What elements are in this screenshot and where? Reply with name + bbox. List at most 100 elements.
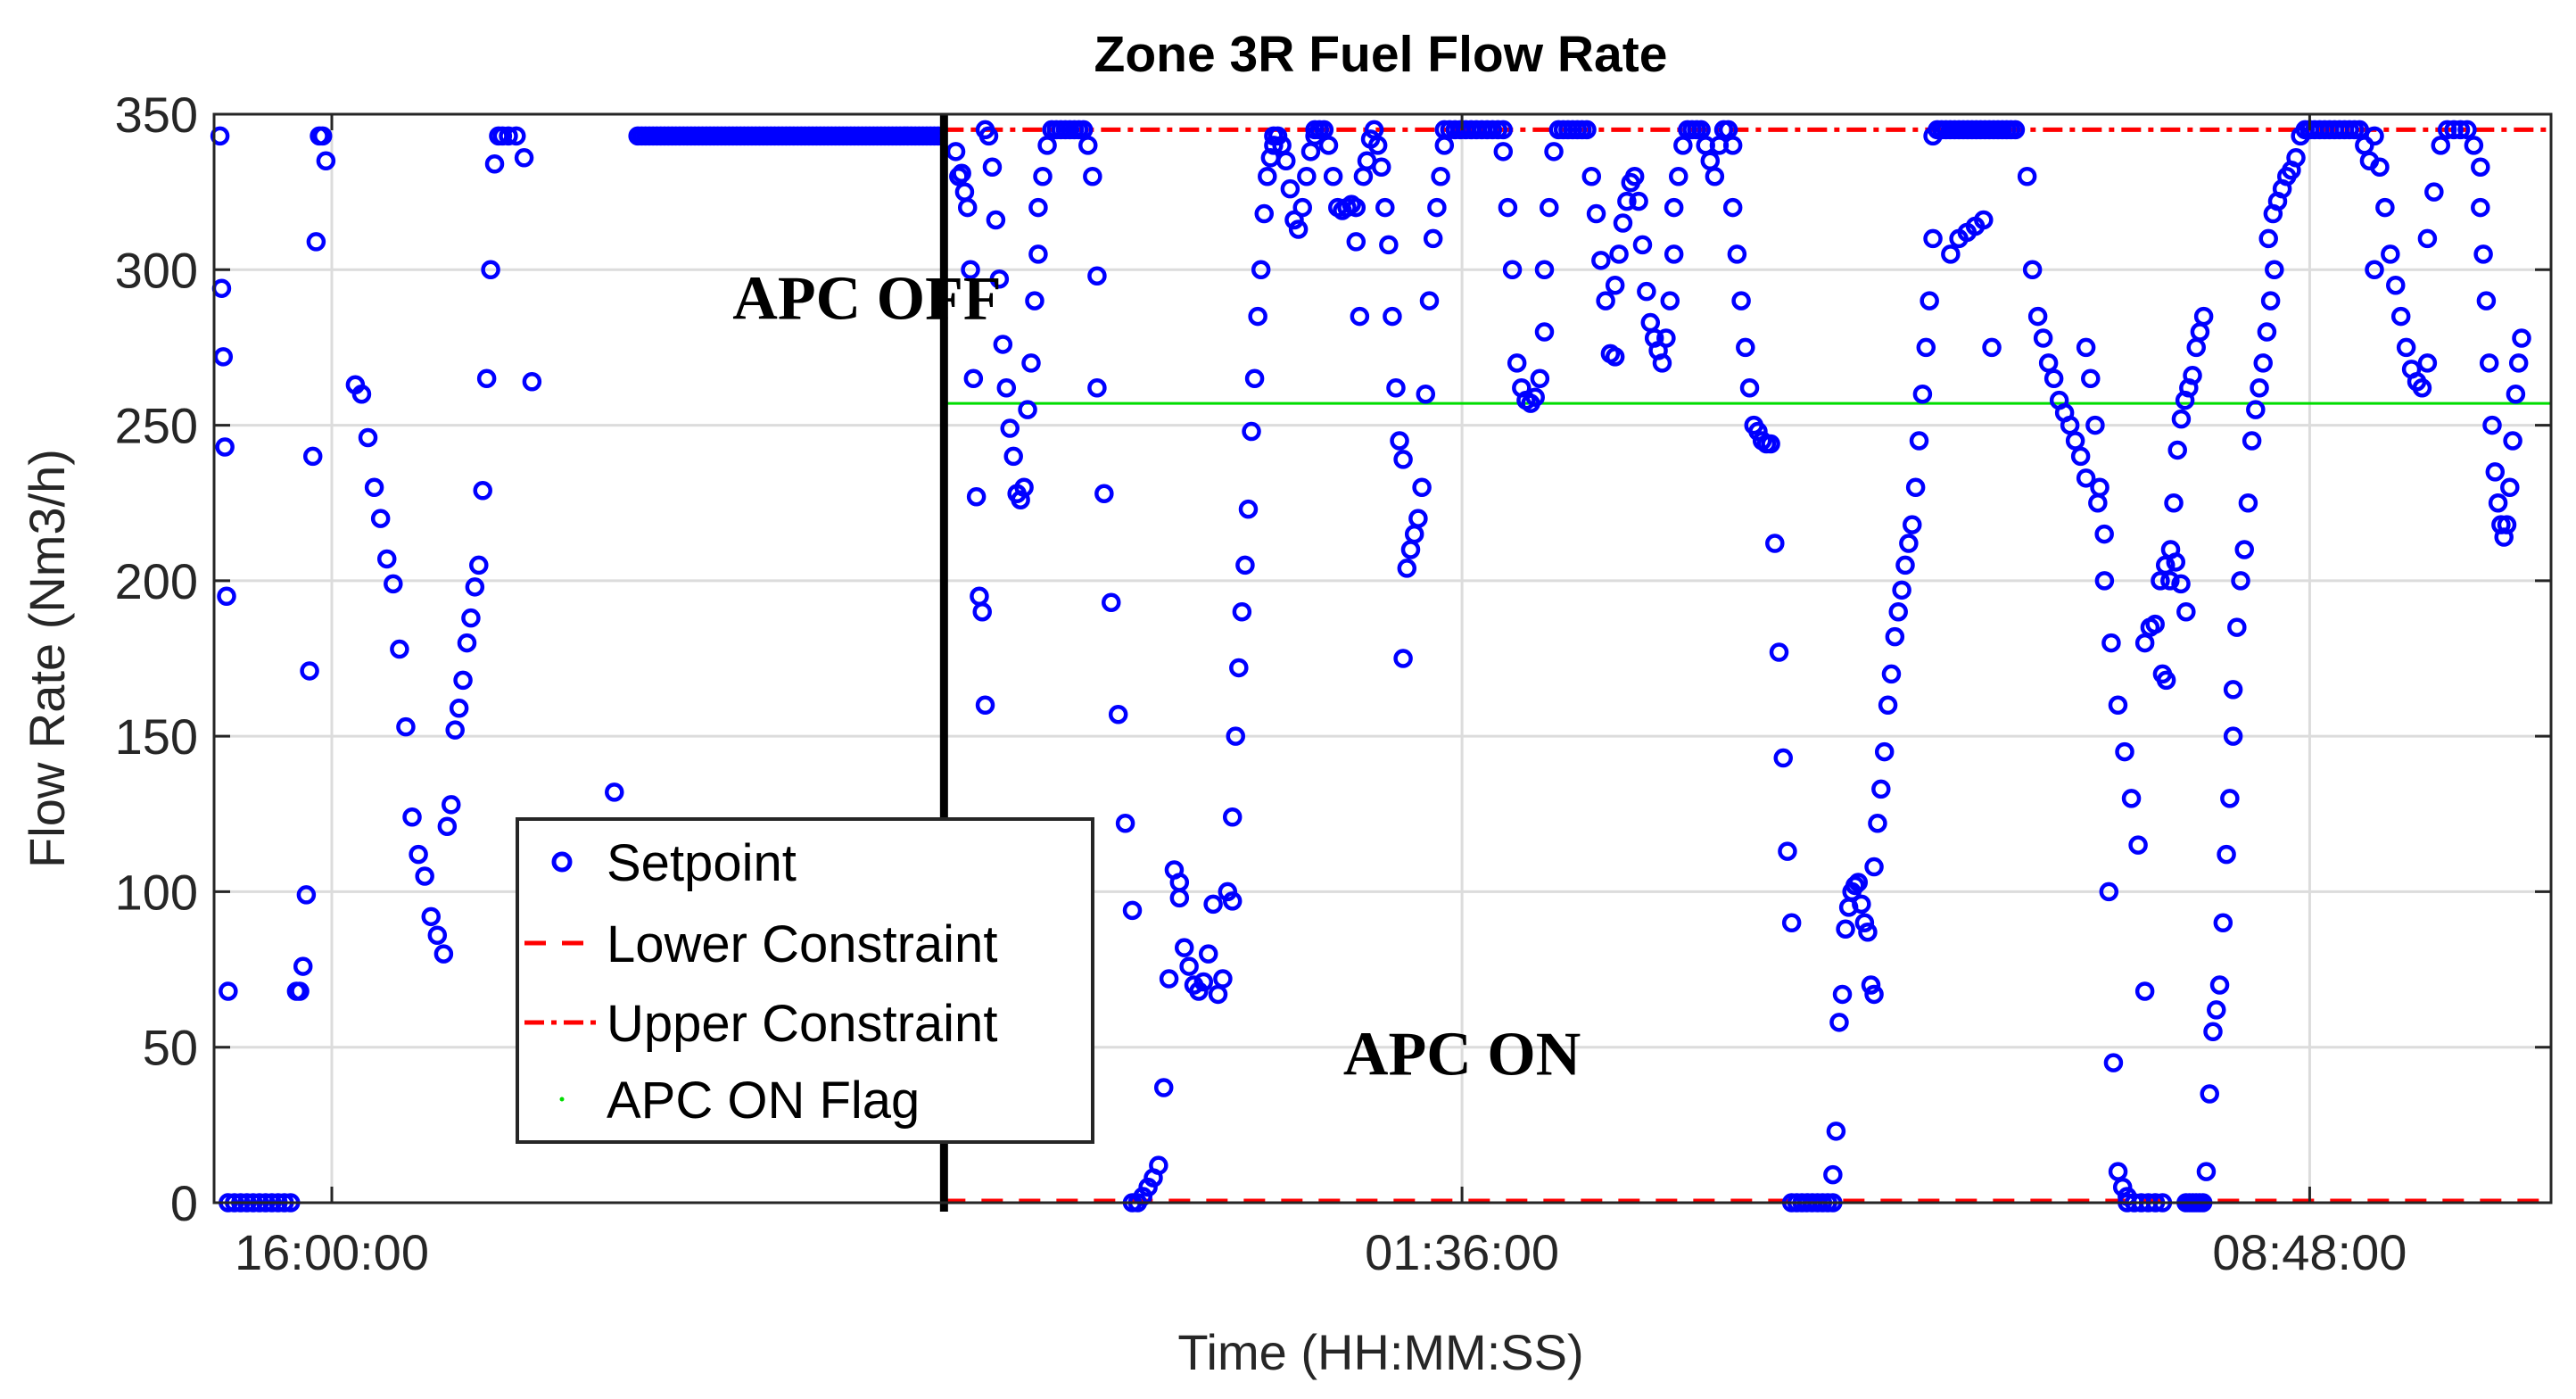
setpoint-point	[1498, 197, 1518, 218]
setpoint-point	[1705, 166, 1725, 186]
setpoint-point	[2375, 197, 2395, 218]
setpoint-point	[2038, 353, 2059, 373]
setpoint-point	[2381, 244, 2400, 264]
legend-marker-setpoint	[551, 851, 573, 873]
setpoint-point	[2005, 120, 2026, 140]
setpoint-point	[2033, 328, 2053, 348]
legend-marker-apc-on-flag	[559, 1097, 565, 1102]
setpoint-point	[2076, 337, 2096, 358]
setpoint-point	[2220, 789, 2240, 808]
setpoint-point	[2417, 353, 2438, 373]
setpoint-point	[1427, 197, 1447, 218]
setpoint-point	[1888, 601, 1908, 622]
legend-label-lower-constraint: Lower Constraint	[607, 915, 997, 973]
setpoint-point	[296, 885, 317, 905]
y-tick-label: 0	[170, 1175, 198, 1231]
x-tick-label: 08:48:00	[2212, 1224, 2407, 1280]
setpoint-point	[219, 981, 238, 1001]
y-axis-label: Flow Rate (Nm3/h)	[19, 449, 75, 868]
legend-entry-upper-constraint: Upper Constraint	[524, 995, 997, 1053]
setpoint-point	[293, 956, 313, 976]
setpoint-point	[1722, 136, 1743, 155]
setpoint-point	[312, 126, 333, 146]
setpoint-point	[358, 427, 378, 448]
setpoint-point	[421, 906, 441, 927]
setpoint-point	[1892, 580, 1911, 600]
setpoint-point	[1829, 1013, 1849, 1032]
setpoint-point	[2471, 157, 2490, 178]
setpoint-point	[384, 574, 403, 594]
setpoint-point	[1664, 197, 1684, 218]
setpoint-point	[306, 232, 326, 252]
setpoint-point	[1149, 1155, 1168, 1175]
setpoint-point	[1748, 421, 1768, 442]
setpoint-point	[1087, 266, 1107, 286]
setpoint-point	[2099, 882, 2119, 902]
setpoint-point	[2497, 515, 2517, 534]
setpoint-point	[1292, 197, 1312, 218]
setpoint-point	[445, 720, 465, 740]
setpoint-point	[2450, 120, 2471, 140]
legend-entry-setpoint: Setpoint	[551, 834, 797, 892]
setpoint-point	[499, 126, 518, 146]
setpoint-point	[2479, 353, 2499, 373]
setpoint-point	[952, 163, 971, 183]
setpoint-point	[1226, 726, 1246, 746]
setpoint-point	[1193, 972, 1214, 992]
setpoint-point	[2370, 157, 2390, 178]
setpoint-point	[1416, 384, 1436, 404]
setpoint-point	[1238, 499, 1259, 519]
setpoint-point	[1836, 919, 1855, 940]
setpoint-point	[2500, 477, 2520, 498]
setpoint-point	[1408, 509, 1428, 528]
setpoint-point	[1025, 291, 1044, 310]
y-axis-ticks: 0 50 100 150 200 250 300 350	[115, 87, 2551, 1231]
setpoint-point	[1003, 446, 1023, 467]
setpoint-point	[2238, 493, 2258, 513]
setpoint-point	[1660, 291, 1680, 310]
setpoint-point	[2231, 571, 2250, 591]
setpoint-point	[1028, 197, 1048, 218]
legend-label-setpoint: Setpoint	[607, 834, 797, 892]
setpoint-point	[2482, 415, 2502, 435]
setpoint-point	[476, 368, 497, 389]
x-axis-ticks: 16:00:00 01:36:00 08:48:00	[235, 114, 2407, 1280]
setpoint-point	[1502, 260, 1523, 280]
setpoint-point	[2471, 197, 2490, 218]
setpoint-point	[2160, 571, 2180, 591]
setpoint-point	[1087, 377, 1107, 398]
setpoint-point	[1431, 166, 1450, 186]
setpoint-point	[1596, 291, 1615, 310]
setpoint-point	[2115, 741, 2134, 762]
setpoint-point	[1493, 142, 1514, 161]
setpoint-point	[2473, 244, 2493, 264]
setpoint-point	[469, 555, 489, 575]
setpoint-point	[415, 866, 434, 886]
setpoint-point	[1375, 197, 1395, 218]
setpoint-point	[1727, 244, 1747, 264]
x-tick-label: 16:00:00	[235, 1224, 429, 1280]
setpoint-point	[1014, 477, 1034, 498]
setpoint-point	[1885, 626, 1905, 647]
setpoint-point	[433, 944, 454, 964]
setpoint-point	[2234, 540, 2254, 559]
setpoint-point	[1242, 421, 1261, 442]
setpoint-point	[2043, 368, 2064, 389]
setpoint-point	[1591, 251, 1611, 270]
setpoint-point	[1920, 291, 1939, 310]
setpoint-point	[945, 142, 966, 161]
setpoint-point	[1159, 969, 1179, 989]
setpoint-point	[481, 260, 500, 280]
setpoint-point	[1346, 197, 1366, 218]
setpoint-point	[1028, 244, 1048, 264]
setpoint-point	[2193, 306, 2214, 327]
setpoint-point	[1393, 649, 1413, 668]
chart-title: Zone 3R Fuel Flow Rate	[1094, 26, 1668, 83]
setpoint-point	[975, 695, 995, 716]
setpoint-point	[2464, 136, 2484, 155]
setpoint-point	[1848, 873, 1869, 892]
legend-entry-lower-constraint: Lower Constraint	[524, 915, 997, 973]
setpoint-point	[1664, 244, 1684, 264]
setpoint-point	[2386, 275, 2406, 295]
setpoint-point	[1878, 695, 1898, 716]
